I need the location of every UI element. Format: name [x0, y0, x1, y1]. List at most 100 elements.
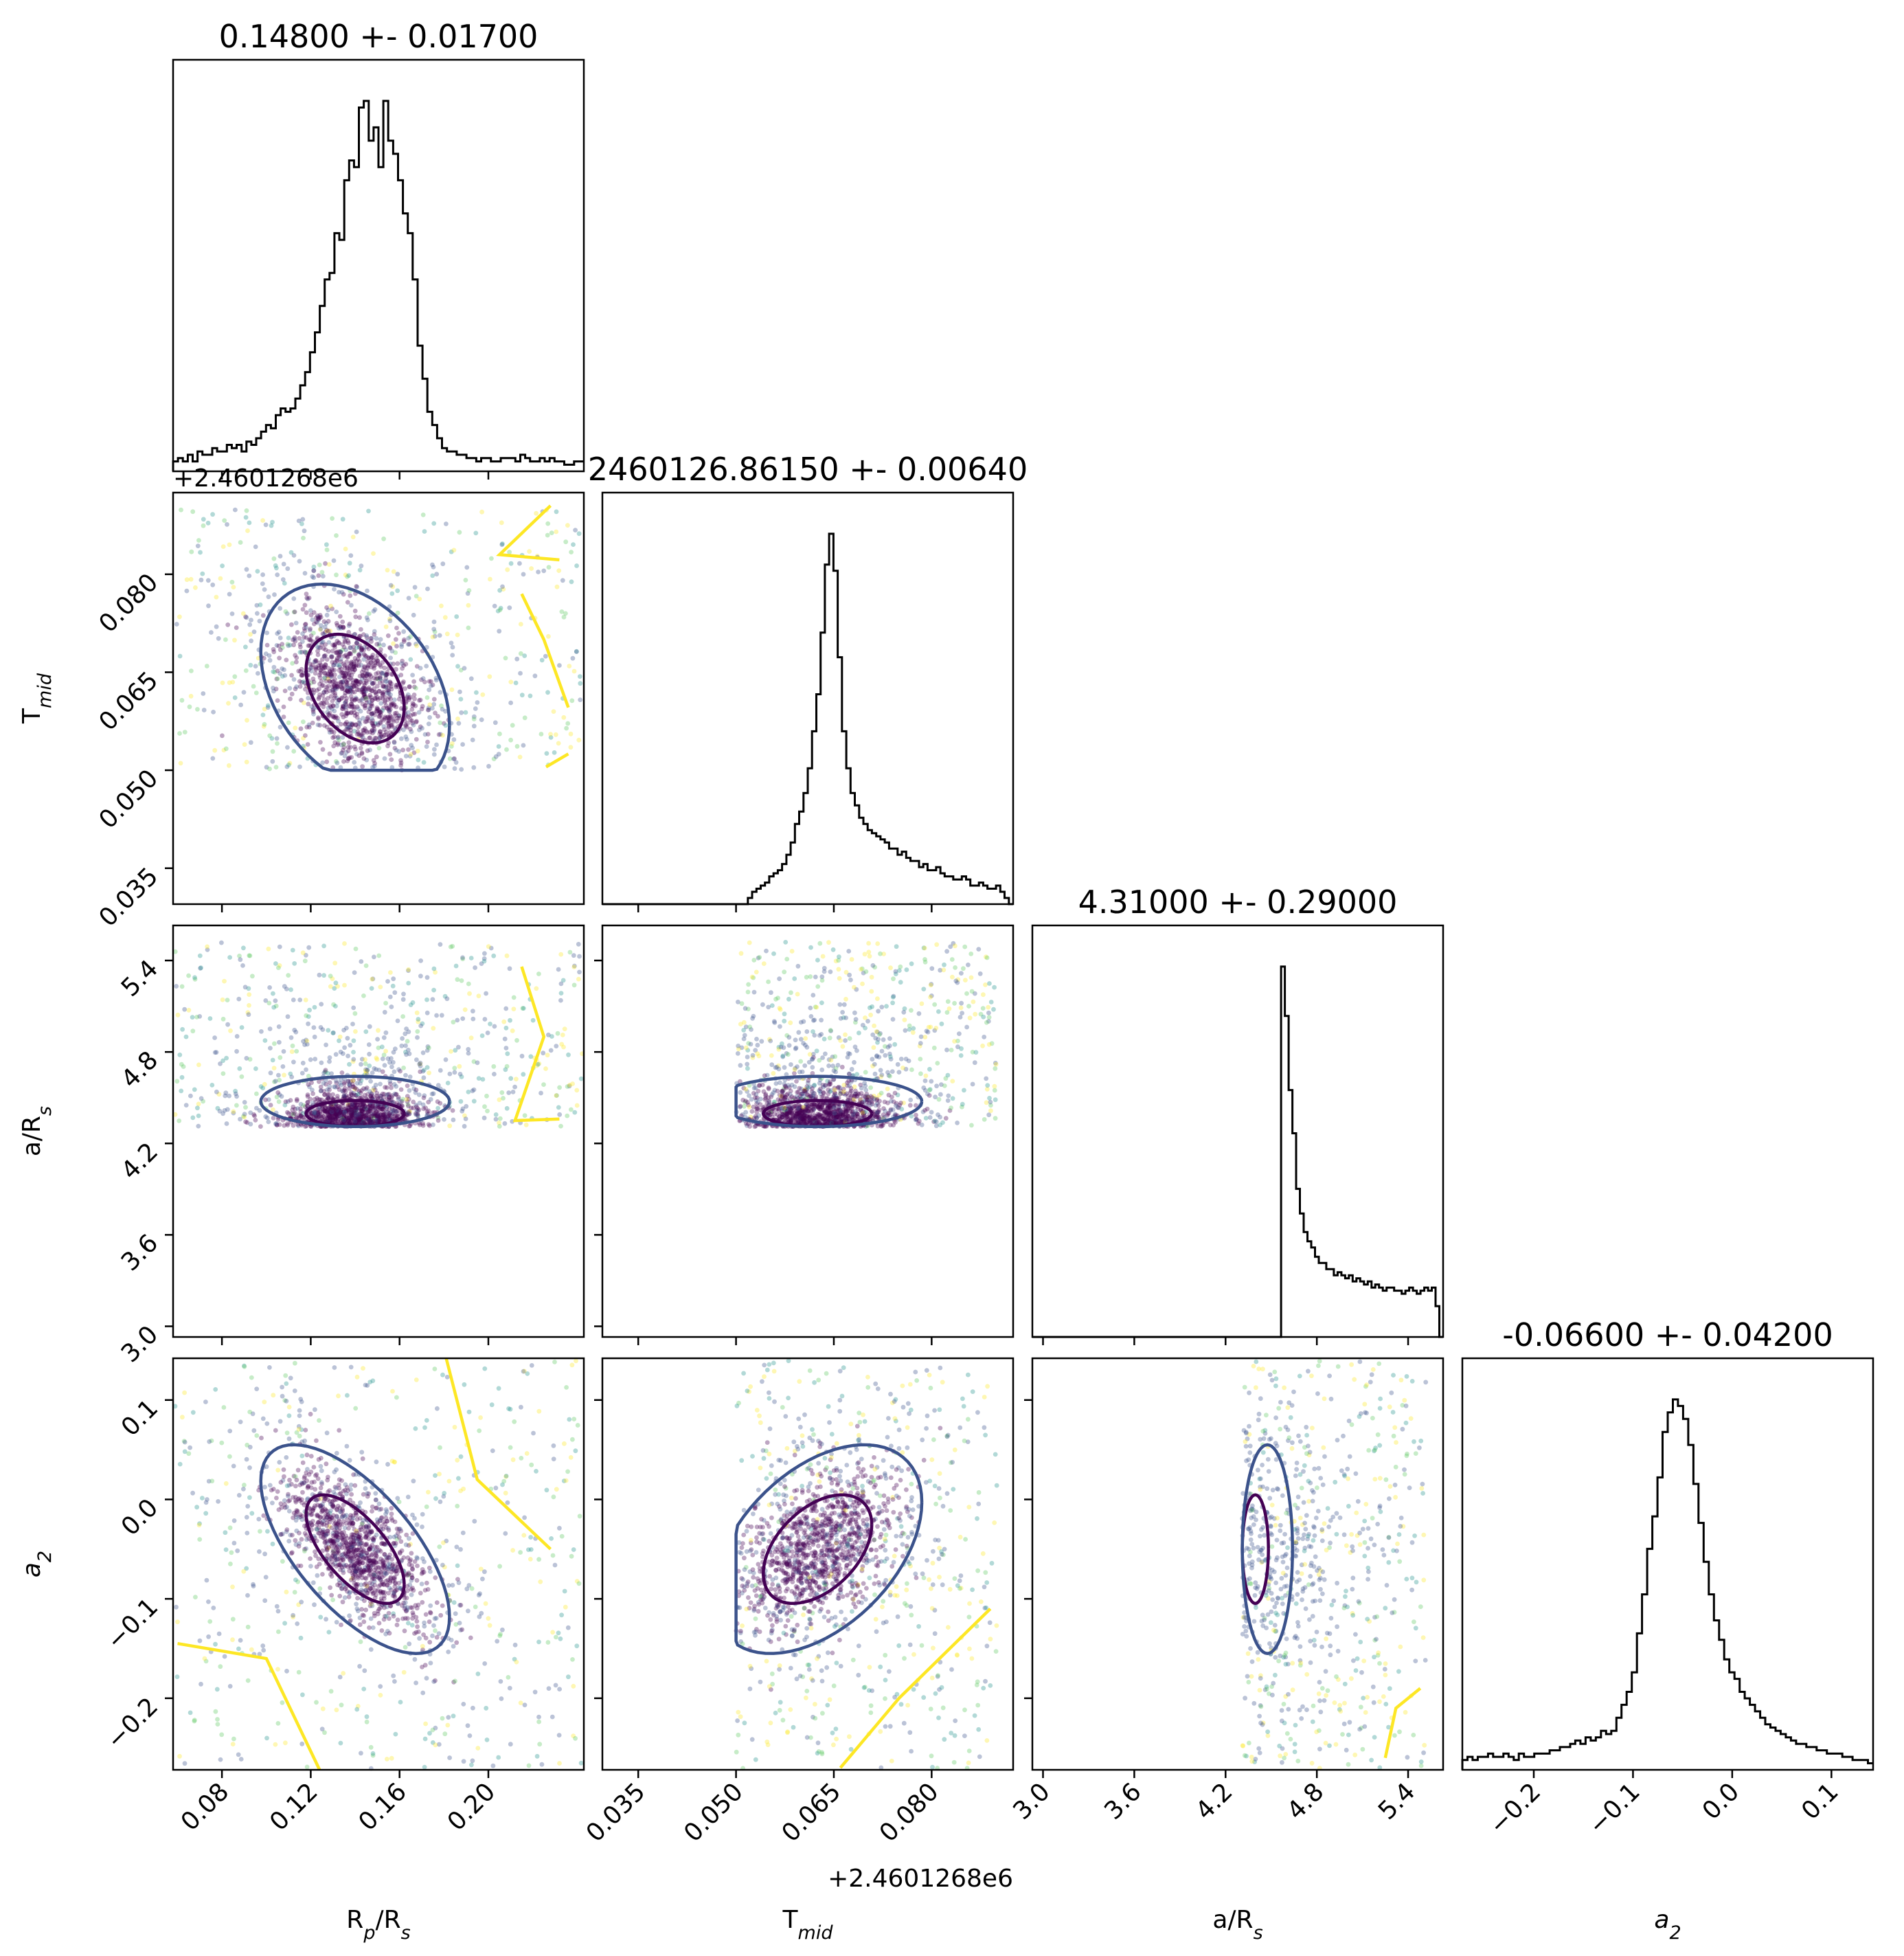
scatter-point	[274, 736, 280, 741]
scatter-point	[277, 1039, 282, 1045]
scatter-point	[754, 1110, 760, 1114]
scatter-point	[466, 588, 472, 593]
scatter-point	[321, 619, 327, 625]
scatter-point	[543, 1066, 548, 1071]
scatter-point	[517, 561, 522, 566]
scatter-point	[337, 1104, 342, 1109]
scatter-point	[808, 974, 813, 979]
scatter-point	[832, 1110, 837, 1116]
scatter-point	[205, 520, 211, 526]
scatter-point	[492, 720, 498, 726]
scatter-point	[769, 1062, 775, 1068]
scatter-point	[232, 695, 238, 700]
scatter-point	[301, 719, 306, 724]
scatter-point	[932, 1002, 938, 1007]
scatter-point	[427, 1123, 432, 1128]
scatter-point	[843, 1015, 848, 1020]
scatter-point	[571, 953, 576, 958]
scatter-point	[504, 747, 509, 752]
scatter-point	[369, 654, 374, 660]
scatter-point	[832, 1054, 838, 1059]
scatter-point	[802, 1118, 806, 1123]
scatter-point	[284, 764, 290, 769]
scatter-point	[310, 617, 315, 622]
scatter-point	[230, 679, 236, 685]
scatter-point	[409, 743, 414, 748]
scatter-point	[840, 1044, 846, 1049]
scatter-point	[183, 1034, 189, 1039]
scatter-point	[373, 1082, 378, 1088]
scatter-point	[210, 582, 216, 587]
scatter-point	[339, 1070, 345, 1075]
scatter-point	[339, 671, 344, 675]
scatter-point	[567, 664, 572, 668]
scatter-point	[248, 631, 253, 637]
scatter-point	[317, 673, 322, 677]
scatter-point	[310, 720, 315, 726]
scatter-point	[306, 701, 311, 707]
scatter-point	[738, 1103, 743, 1109]
scatter-point	[503, 1025, 509, 1031]
scatter-point	[352, 608, 358, 614]
scatter-point	[389, 649, 395, 654]
scatter-point	[293, 726, 298, 730]
scatter-point	[746, 982, 751, 987]
scatter-point	[460, 955, 465, 960]
scatter-point	[846, 1078, 851, 1083]
scatter-point	[328, 727, 334, 732]
scatter-point	[431, 987, 436, 993]
scatter-point	[890, 1017, 896, 1022]
scatter-point	[438, 1068, 443, 1073]
scatter-point	[345, 1079, 351, 1084]
scatter-point	[188, 1093, 193, 1099]
scatter-point	[459, 710, 464, 715]
scatter-point	[330, 714, 335, 719]
scatter-point	[503, 1531, 508, 1536]
scatter-point	[284, 987, 289, 991]
scatter-point	[457, 1072, 463, 1077]
scatter-point	[336, 719, 341, 724]
scatter-point	[300, 607, 306, 612]
scatter-point	[929, 1110, 934, 1115]
scatter-point	[889, 1094, 894, 1100]
scatter-panel-rp-tmid	[174, 507, 583, 773]
scatter-point	[914, 1112, 918, 1118]
scatter-point	[484, 991, 488, 996]
scatter-point	[265, 703, 271, 708]
scatter-point	[343, 546, 348, 552]
scatter-point	[359, 732, 364, 737]
scatter-point	[888, 1054, 893, 1059]
scatter-point	[438, 1101, 443, 1106]
scatter-point	[321, 646, 326, 651]
scatter-point	[482, 1017, 488, 1022]
scatter-point	[804, 1044, 810, 1050]
scatter-point	[400, 658, 405, 664]
scatter-point	[922, 1108, 927, 1113]
scatter-point	[367, 1118, 373, 1123]
scatter-point	[248, 1110, 253, 1115]
scatter-point	[291, 1123, 296, 1128]
scatter-point	[339, 589, 345, 595]
scatter-point	[431, 627, 437, 632]
scatter-point	[220, 1111, 225, 1116]
scatter-point	[372, 607, 378, 612]
scatter-point	[756, 1088, 761, 1094]
scatter-point	[380, 693, 385, 697]
scatter-point	[271, 669, 276, 674]
scatter-point	[403, 754, 409, 758]
scatter-point	[223, 1547, 229, 1553]
scatter-point	[286, 762, 291, 767]
scatter-point	[826, 940, 831, 945]
scatter-point	[475, 700, 480, 705]
scatter-point	[194, 1015, 199, 1020]
scatter-point	[189, 668, 194, 673]
scatter-point	[460, 1016, 466, 1021]
scatter-point	[798, 1059, 804, 1064]
scatter-point	[294, 684, 299, 690]
scatter-point	[796, 1030, 802, 1035]
scatter-point	[879, 1072, 885, 1077]
scatter-point	[570, 655, 576, 661]
scatter-point	[311, 711, 316, 717]
scatter-point	[372, 736, 378, 741]
scatter-point	[471, 1016, 476, 1022]
